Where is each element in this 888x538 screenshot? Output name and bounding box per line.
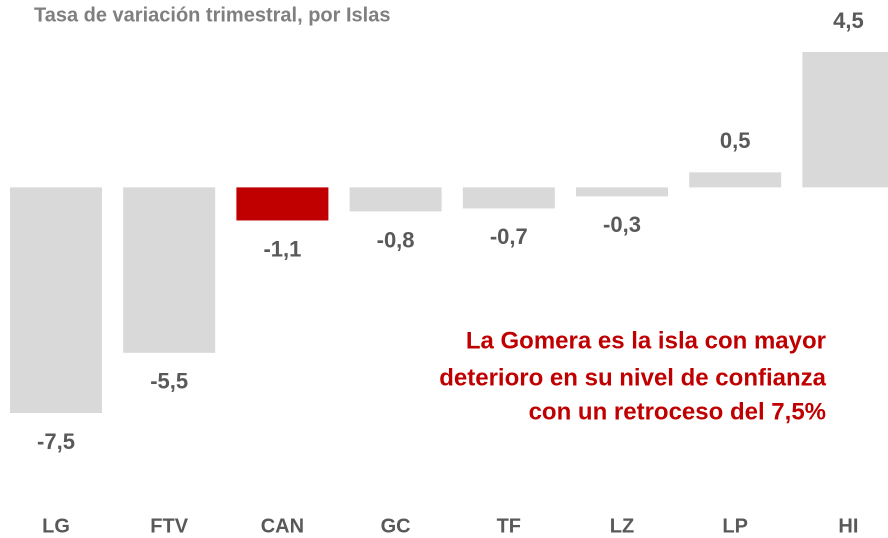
- x-tick-label: GC: [381, 515, 411, 537]
- value-label: -7,5: [37, 429, 75, 454]
- x-tick-label: TF: [497, 515, 521, 537]
- bar: [123, 187, 216, 353]
- x-tick-label: LG: [42, 515, 70, 537]
- annotation: deterioro en su nivel de confianza: [439, 364, 826, 391]
- bar: [10, 187, 102, 413]
- bar: [349, 187, 442, 212]
- value-label: -1,1: [263, 236, 301, 261]
- bar: [462, 187, 555, 209]
- chart-title: Tasa de variación trimestral, por Islas: [34, 4, 390, 26]
- value-label: -5,5: [150, 369, 188, 394]
- annotation: con un retroceso del 7,5%: [529, 398, 826, 425]
- value-label: -0,7: [490, 224, 528, 249]
- x-tick-label: FTV: [150, 515, 188, 537]
- value-label: -0,8: [377, 227, 415, 252]
- x-tick-label: LZ: [610, 515, 634, 537]
- value-label: 0,5: [720, 128, 751, 153]
- bar: [236, 187, 329, 221]
- bar: [576, 187, 668, 197]
- x-tick-label: LP: [722, 515, 748, 537]
- bar: [689, 172, 782, 188]
- value-label: -0,3: [603, 212, 641, 237]
- bar: [802, 52, 888, 188]
- x-tick-label: HI: [838, 515, 858, 537]
- annotation: La Gomera es la isla con mayor: [466, 327, 826, 354]
- x-tick-label: CAN: [261, 515, 304, 537]
- value-label: 4,5: [833, 8, 864, 33]
